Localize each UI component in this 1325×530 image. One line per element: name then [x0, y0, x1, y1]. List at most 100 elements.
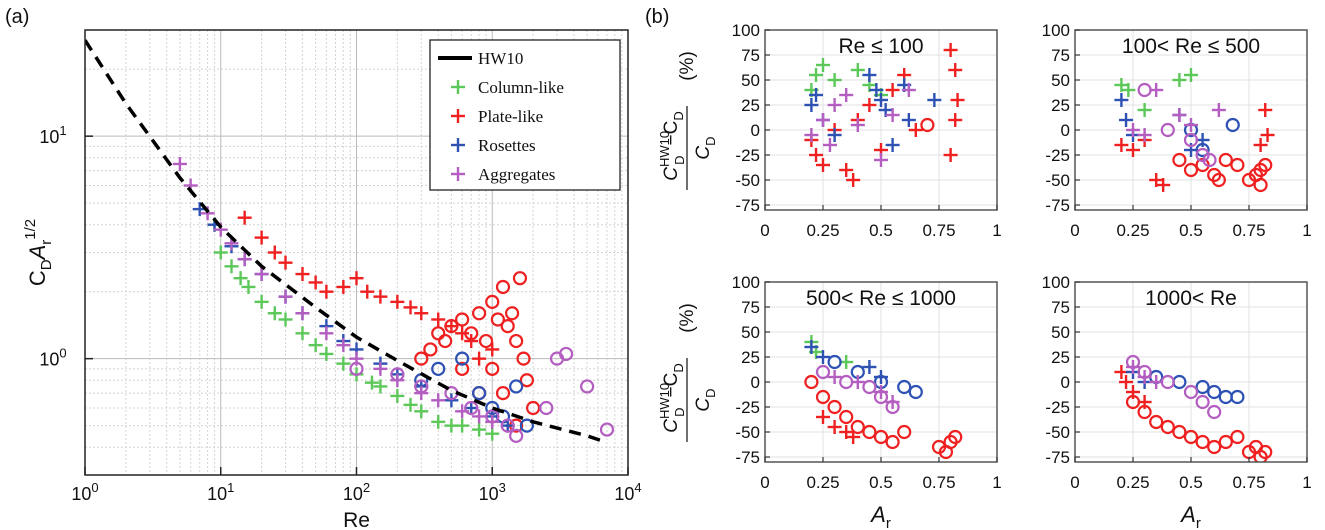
subplot-title: 500< Re ≤ 1000 [806, 287, 956, 310]
point-aggregates-hollow- [1160, 122, 1175, 138]
point-rosettes [809, 88, 824, 102]
point-column-like [241, 279, 256, 294]
point-aggregates-hollow- [464, 400, 479, 416]
point-rosettes [804, 98, 819, 112]
point-rosettes-hollow- [455, 351, 470, 366]
point-column-like [224, 259, 239, 274]
point-plate-like [431, 312, 446, 327]
point-plate-like [295, 267, 310, 282]
point-plate-like [816, 410, 830, 424]
point-aggregates-hollow- [580, 379, 595, 394]
point-plate-like-hollow- [1207, 439, 1222, 455]
x-tick-label: 1 [1302, 221, 1311, 240]
y-tick-label: 0 [751, 373, 760, 392]
hw10-curve [85, 39, 608, 445]
point-aggregates-hollow- [485, 409, 500, 424]
point-plate-like [237, 210, 252, 225]
subplot-2: -75 -50 -25 0 25 50 75 100 0 0.25 0.5 0.75 1 100< Re … [1042, 21, 1312, 240]
point-plate-like-hollow- [862, 424, 877, 440]
point-aggregates-hollow- [1183, 132, 1199, 148]
point-rosettes-hollow- [827, 354, 842, 370]
point-rosettes [816, 350, 830, 364]
point-plate-like [862, 98, 877, 112]
x-axis-label: Re [343, 509, 370, 530]
point-aggregates-hollow- [599, 422, 615, 437]
point-plate-like [267, 245, 282, 260]
point-plate-like-hollow- [815, 389, 831, 405]
x-tick-label: 100 [71, 480, 98, 504]
point-plate-like-hollow- [414, 351, 429, 366]
point-plate-like [846, 173, 861, 187]
point-aggregates-hollow- [862, 379, 877, 395]
point-rosettes [862, 360, 877, 374]
point-rosettes [1114, 93, 1129, 107]
point-column-like [809, 68, 824, 82]
point-aggregates-hollow- [559, 346, 574, 362]
y-tick-label: -25 [735, 398, 760, 417]
point-plate-like-hollow- [1183, 429, 1199, 445]
point-column-like [308, 338, 323, 353]
point-plate-like-hollow- [948, 429, 963, 445]
subplot-y-label: CHW10D−CD CD (%) [657, 51, 718, 190]
point-aggregates [827, 98, 842, 112]
point-column-like [373, 379, 388, 394]
point-rosettes [885, 138, 900, 152]
legend-entry-label: HW10 [478, 49, 523, 68]
point-plate-like-hollow- [1211, 172, 1226, 188]
point-rosettes-hollow- [1195, 142, 1210, 158]
point-plate-like-hollow- [455, 361, 470, 376]
y-tick-label: 0 [751, 121, 760, 140]
point-column-like [278, 312, 293, 327]
point-plate-like [464, 334, 479, 349]
panel-label-b: (b) [645, 6, 669, 28]
point-column-like [431, 414, 446, 429]
point-aggregates [254, 267, 269, 282]
point-rosettes [1119, 113, 1134, 127]
x-tick-label: 1 [1302, 473, 1311, 492]
point-aggregates [319, 326, 334, 341]
point-aggregates-hollow- [414, 379, 429, 394]
y-tick-label: 0 [1061, 373, 1070, 392]
point-plate-like-hollow- [897, 424, 912, 440]
subplot-title: 1000< Re [1145, 287, 1237, 310]
point-column-like [390, 388, 405, 403]
point-aggregates [874, 153, 888, 167]
point-rosettes [862, 68, 877, 82]
subplot-title: Re ≤ 100 [838, 35, 923, 58]
x-tick-label: 0.5 [869, 473, 893, 492]
subplot-x-label: Ar [1179, 502, 1201, 530]
legend-entry-label: Aggregates [478, 165, 555, 184]
point-aggregates-hollow- [873, 389, 889, 405]
y-tick-label: 50 [1051, 323, 1070, 342]
x-tick-label: 1 [992, 473, 1001, 492]
point-aggregates-hollow- [1202, 152, 1217, 168]
point-plate-like-hollow- [526, 400, 541, 416]
point-column-like [403, 397, 418, 412]
point-aggregates [431, 393, 446, 408]
point-column-like [816, 58, 830, 72]
point-column-like [414, 404, 429, 419]
point-plate-like [950, 93, 965, 107]
point-plate-like [1260, 128, 1275, 142]
point-plate-like [360, 284, 375, 299]
y-tick-label: 75 [741, 46, 760, 65]
x-tick-label: 1 [992, 221, 1001, 240]
point-rosettes [869, 83, 884, 97]
y-tick-label: 100 [732, 21, 760, 40]
point-plate-like-hollow- [920, 117, 935, 133]
x-tick-label: 0 [760, 221, 769, 240]
point-plate-like-hollow- [444, 319, 459, 334]
x-tick-label: 0.75 [922, 221, 955, 240]
subplot-1: -75 -50 -25 0 25 50 75 100 0 0.25 0.5 0.75 1 Re ≤ 100… [657, 21, 1002, 240]
subplot-marks [804, 335, 963, 460]
point-aggregates [278, 289, 293, 304]
point-plate-like [1156, 178, 1171, 192]
point-aggregates [237, 252, 252, 267]
y-tick-label: 25 [1051, 348, 1070, 367]
y-tick-label: 0 [1061, 121, 1070, 140]
point-aggregates-hollow- [390, 367, 405, 382]
x-tick-label: 0.25 [1116, 221, 1149, 240]
legend-marker [451, 80, 465, 94]
panel-label-a: (a) [5, 6, 29, 28]
y-tick-label: 50 [741, 71, 760, 90]
